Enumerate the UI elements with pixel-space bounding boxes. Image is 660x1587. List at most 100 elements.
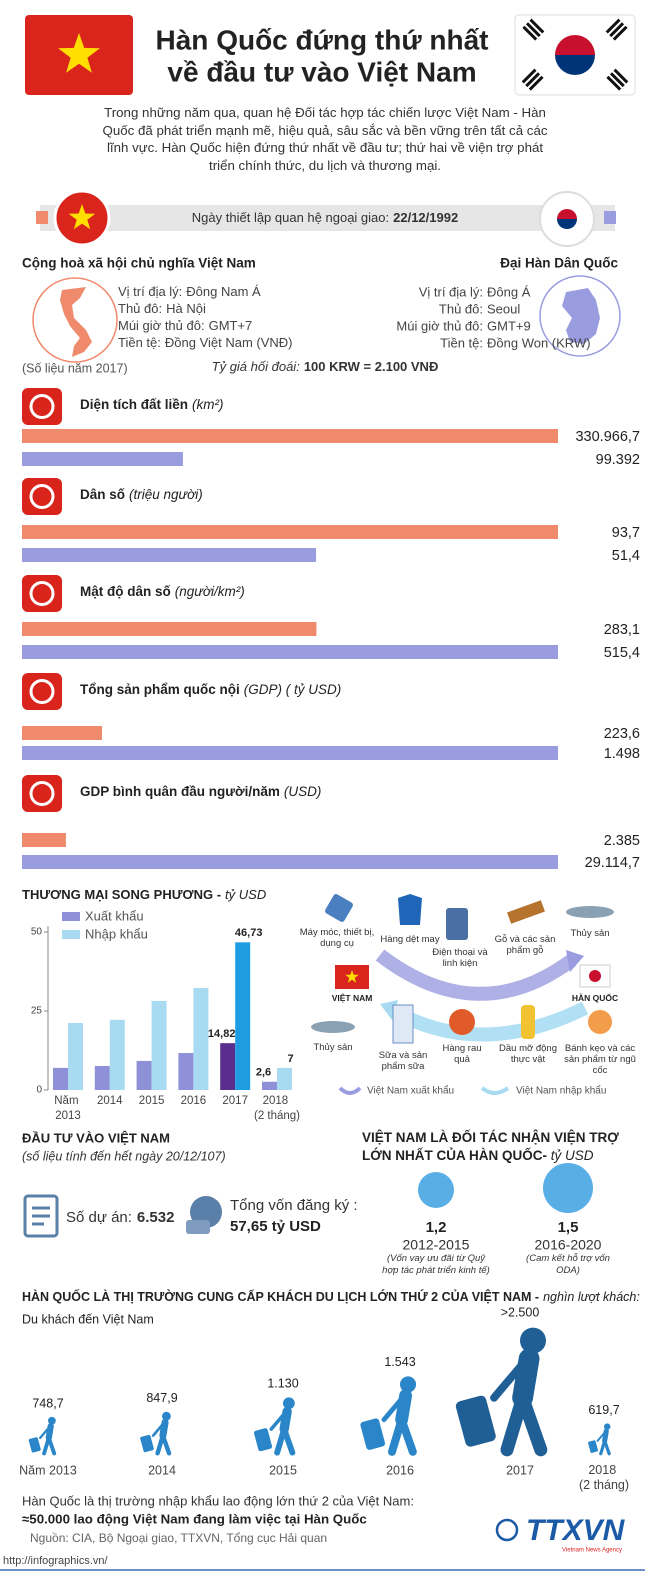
aid-note: (Vốn vay ưu đãi từ Quỹ hợp tác phát triể…	[382, 1253, 490, 1276]
aid-period: 2016-2020	[535, 1237, 602, 1253]
trigram-bar	[521, 68, 537, 84]
label-line: 2018	[263, 1095, 292, 1107]
export-item: Điện thoại và linh kiện	[432, 947, 488, 969]
trigram-bar	[525, 72, 541, 88]
bar	[53, 1067, 68, 1090]
bar	[22, 726, 103, 740]
star	[68, 204, 96, 230]
bar	[109, 1019, 125, 1090]
value-label: 1.543	[384, 1355, 415, 1369]
fact-value: GMT+7	[209, 318, 253, 333]
coins-icon	[186, 1220, 210, 1234]
url: http://infographics.vn/	[3, 1555, 109, 1567]
tool-icon	[325, 894, 353, 922]
star	[58, 33, 100, 73]
value-label: 14,82	[208, 1028, 236, 1040]
value-label: 619,7	[588, 1403, 619, 1417]
traveler	[28, 1416, 57, 1456]
traveler-arm	[151, 1422, 165, 1437]
country-name: Đại Hàn Dân Quốc	[500, 256, 618, 271]
chart-title-text: HÀN QUỐC LÀ THỊ TRƯỜNG CUNG CẤP KHÁCH DU…	[22, 1289, 539, 1304]
metric-name: Dân số	[80, 487, 125, 502]
suitcase	[360, 1418, 386, 1450]
value-label: >2.500	[501, 1305, 540, 1319]
trigram-bar	[528, 75, 544, 91]
bar	[22, 833, 66, 847]
aid-title-text: VIỆT NAM LÀ ĐỐI TÁC NHẬN VIỆN TRỢ LỚN NH…	[362, 1130, 619, 1163]
label-line: 2018	[588, 1463, 619, 1477]
kr-label: HÀN QUỐC	[571, 993, 619, 1003]
traveler-head	[604, 1423, 611, 1430]
traveler-arm	[490, 1360, 527, 1402]
fish-icon	[311, 1021, 355, 1033]
bar	[235, 942, 251, 1090]
icon-glyph	[29, 484, 55, 509]
fact-label: Thủ đô:	[439, 301, 483, 316]
wood-icon	[507, 900, 545, 924]
metric-name: Mật độ dân số	[80, 584, 171, 599]
traveler-leg	[599, 1439, 607, 1456]
traveler-head	[48, 1416, 56, 1425]
value-label: 1.498	[604, 746, 640, 762]
value-label: 7	[287, 1053, 293, 1065]
import-item: Sữa và sản phẩm sữa	[378, 1050, 428, 1072]
aid-note: (Cam kết hỗ trợ vốn ODA)	[526, 1253, 610, 1276]
trigram-bar	[606, 75, 622, 91]
taeguk-bottom	[555, 55, 595, 75]
bar	[22, 645, 558, 659]
export-arc	[375, 949, 577, 1001]
fact-value: Đông Á	[487, 284, 531, 299]
fact-value: Đông Nam Á	[186, 284, 261, 299]
x-tick-label: 2015	[269, 1463, 297, 1477]
fact-value: Đồng Việt Nam (VNĐ)	[165, 335, 293, 350]
legend-swatch	[62, 912, 80, 921]
suitcase	[254, 1428, 273, 1452]
bar	[262, 1081, 277, 1090]
bar	[151, 1000, 167, 1090]
taeguk-top	[557, 209, 577, 219]
country-name: Cộng hoà xã hội chủ nghĩa Việt Nam	[22, 256, 256, 271]
icon	[22, 478, 62, 515]
logo: TTXVN	[526, 1514, 626, 1547]
traveler	[360, 1376, 417, 1456]
trigram-bar	[529, 18, 545, 34]
bar	[136, 1060, 152, 1090]
icon	[22, 673, 62, 710]
x-tick-label: 2018 (2 tháng)	[579, 1463, 629, 1492]
y-tick-label: 0	[36, 1085, 42, 1096]
traveler-body	[279, 1406, 292, 1434]
export-item: Máy móc, thiết bị, dụng cụ	[299, 927, 375, 949]
aid-bag	[418, 1172, 454, 1208]
trigram-bar	[613, 68, 629, 84]
fact-label: Múi giờ thủ đô:	[118, 318, 205, 333]
x-tick-label: 2016	[181, 1095, 207, 1107]
icon-glyph	[29, 581, 55, 606]
icon	[22, 775, 62, 812]
aid-period: 2012-2015	[403, 1237, 470, 1253]
kr-map	[562, 288, 600, 344]
export-item: Gỗ và các sản phẩm gỗ	[494, 934, 556, 956]
x-tick-label: Năm 2013	[54, 1095, 81, 1122]
fact-value: Đồng Won (KRW)	[487, 335, 591, 350]
import-item: Hàng rau quả	[442, 1043, 482, 1065]
legend-label: Việt Nam xuất khẩu	[367, 1085, 454, 1097]
legend-arc	[480, 1086, 510, 1095]
bar	[178, 1053, 194, 1090]
y-tick-label: 50	[31, 927, 43, 938]
projects-label: Số dự án:	[66, 1209, 132, 1226]
bar	[277, 1067, 292, 1090]
legend-arc	[338, 1086, 362, 1095]
trigram-bar	[609, 72, 625, 88]
value-label: 29.114,7	[585, 855, 640, 871]
capital-label: Tổng vốn đăng ký :	[230, 1197, 358, 1214]
x-tick-label: 2017	[506, 1463, 534, 1477]
metric-name: GDP bình quân đầu người/năm	[80, 784, 280, 799]
traveler-head	[520, 1327, 546, 1354]
value-label: 46,73	[235, 927, 263, 939]
fact: Vị trí địa lý: Đông Nam Á	[118, 284, 261, 299]
value-label: 515,4	[604, 645, 640, 661]
bar	[22, 452, 183, 466]
title-line: Hàn Quốc đứng thứ nhất	[156, 24, 489, 55]
title-line: về đầu tư vào Việt Nam	[167, 56, 476, 87]
